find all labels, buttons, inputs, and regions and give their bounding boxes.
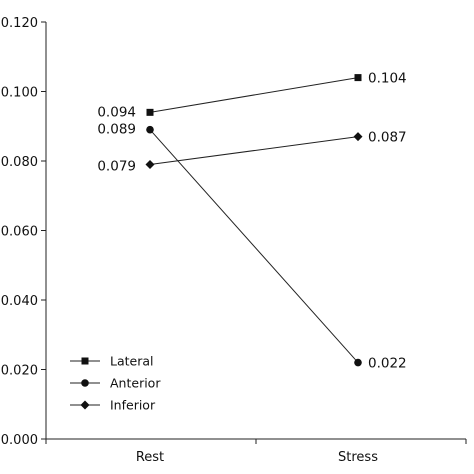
y-tick-label: 0.000 <box>1 433 38 448</box>
legend-label: Inferior <box>110 398 156 413</box>
x-tick-label: Rest <box>136 450 164 465</box>
chart-series: 0.094 0.104 0.089 0.022 0.079 0.087 <box>97 71 406 372</box>
series-line <box>149 77 359 113</box>
legend-label: Lateral <box>110 354 154 369</box>
x-tick-label: Stress <box>338 450 378 465</box>
diamond-marker <box>145 159 155 169</box>
legend-item-anterior: Anterior <box>70 376 161 391</box>
series-lateral: 0.094 0.104 <box>97 71 406 121</box>
data-label: 0.022 <box>368 356 407 372</box>
circle-marker <box>354 358 362 367</box>
chart-legend: Lateral Anterior Inferior <box>70 354 161 413</box>
legend-item-lateral: Lateral <box>70 354 154 369</box>
data-label: 0.104 <box>368 71 407 87</box>
y-tick-label: 0.020 <box>1 364 38 379</box>
y-tick-label: 0.100 <box>1 86 38 101</box>
series-inferior: 0.079 0.087 <box>97 130 406 175</box>
series-anterior: 0.089 0.022 <box>97 122 406 372</box>
square-marker <box>354 74 362 82</box>
square-marker <box>146 108 154 116</box>
data-label: 0.087 <box>368 130 407 146</box>
circle-marker <box>81 379 89 387</box>
y-tick-label: 0.040 <box>1 294 38 309</box>
circle-marker <box>146 125 154 134</box>
diamond-marker <box>353 132 363 142</box>
series-line <box>149 136 359 165</box>
y-tick-label: 0.120 <box>1 16 38 31</box>
series-line <box>149 129 359 363</box>
legend-label: Anterior <box>110 376 161 391</box>
y-tick-label: 0.060 <box>1 225 38 240</box>
chart-axes: 0.000 0.020 0.040 0.060 0.080 0.100 0.120 Rest S… <box>1 16 467 465</box>
square-marker <box>81 357 89 365</box>
data-label: 0.079 <box>97 158 136 174</box>
data-label: 0.089 <box>97 122 136 138</box>
data-label: 0.094 <box>97 104 136 120</box>
y-tick-label: 0.080 <box>1 155 38 170</box>
diamond-marker <box>80 400 90 410</box>
legend-item-inferior: Inferior <box>70 398 156 413</box>
